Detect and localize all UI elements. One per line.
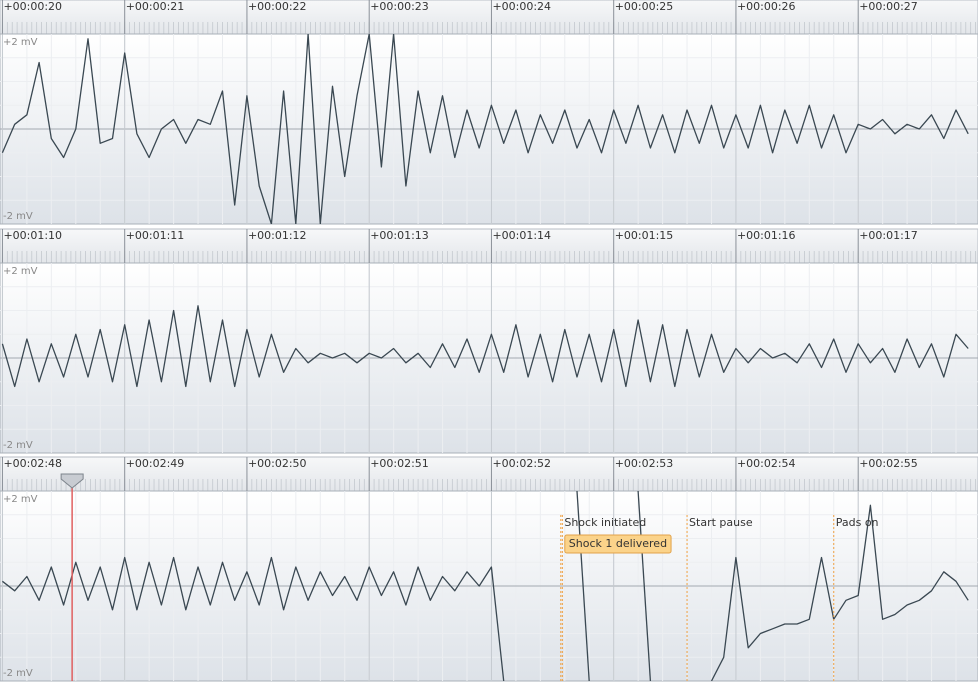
- event-label: Start pause: [689, 516, 753, 529]
- x-tick-label: +00:00:22: [248, 0, 307, 13]
- y-tick-label: -2 mV: [3, 668, 33, 679]
- x-tick-label: +00:02:48: [3, 457, 62, 470]
- time-ruler: [0, 228, 978, 264]
- trace: [710, 504, 969, 681]
- x-tick-label: +00:01:14: [492, 229, 551, 242]
- x-tick-label: +00:01:11: [126, 229, 185, 242]
- x-tick-label: +00:02:54: [737, 457, 796, 470]
- x-tick-label: +00:02:53: [615, 457, 674, 470]
- cursor-handle[interactable]: [60, 473, 84, 489]
- x-tick-label: +00:01:12: [248, 229, 307, 242]
- time-ruler: [0, 456, 978, 492]
- x-tick-label: +00:00:24: [492, 0, 551, 13]
- trace-group: [1, 34, 969, 224]
- y-tick-label: +2 mV: [3, 266, 38, 277]
- x-tick-label: +00:00:26: [737, 0, 796, 13]
- x-tick-label: +00:00:20: [3, 0, 62, 13]
- y-tick-label: -2 mV: [3, 440, 33, 451]
- event-badge: [564, 534, 672, 554]
- y-tick-label: -2 mV: [3, 211, 33, 222]
- x-tick-label: +00:00:25: [615, 0, 674, 13]
- x-tick-label: +00:02:52: [492, 457, 551, 470]
- event-badge-label: Shock 1 delivered: [569, 537, 667, 550]
- event-label: Shock initiated: [564, 516, 646, 529]
- trace: [637, 491, 652, 681]
- event-label: Pads on: [836, 516, 879, 529]
- x-tick-label: +00:01:16: [737, 229, 796, 242]
- x-tick-label: +00:02:55: [859, 457, 918, 470]
- trace-group: [2, 491, 969, 681]
- trace: [2, 556, 505, 681]
- x-tick-label: +00:01:10: [3, 229, 62, 242]
- trace-group: [1, 305, 969, 388]
- x-tick-label: +00:00:23: [370, 0, 429, 13]
- x-tick-label: +00:01:15: [615, 229, 674, 242]
- y-tick-label: +2 mV: [3, 37, 38, 48]
- x-tick-label: +00:00:21: [126, 0, 185, 13]
- trace: [576, 491, 590, 681]
- trace: [1, 34, 969, 224]
- x-tick-label: +00:00:27: [859, 0, 918, 13]
- x-tick-label: +00:02:49: [126, 457, 185, 470]
- x-tick-label: +00:02:50: [248, 457, 307, 470]
- trace: [1, 305, 969, 388]
- x-tick-label: +00:01:17: [859, 229, 918, 242]
- y-tick-label: +2 mV: [3, 494, 38, 505]
- x-tick-label: +00:01:13: [370, 229, 429, 242]
- x-tick-label: +00:02:51: [370, 457, 429, 470]
